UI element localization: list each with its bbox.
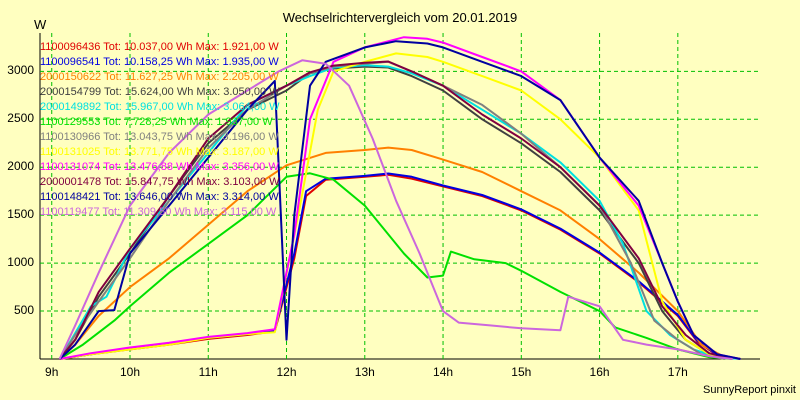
y-axis-unit: W [34, 17, 47, 32]
legend-entry: 1100131025 Tot: 13.771,75 Wh Max: 3.187,… [40, 146, 279, 158]
legend-entry: 1100096436 Tot: 10.037,00 Wh Max: 1.921,… [40, 41, 279, 53]
legend-entry: 1100096541 Tot: 10.158,25 Wh Max: 1.935,… [40, 56, 279, 68]
legend-entry: 1100131074 Tot: 13.476,88 Wh Max: 3.356,… [40, 161, 279, 173]
legend-entry: 1100119477 Tot: 11.309,50 Wh Max: 3.115,… [40, 206, 277, 218]
x-tick-label: 13h [354, 365, 375, 379]
x-tick-label: 15h [511, 365, 532, 379]
legend-entry: 2000154799 Tot: 15.624,00 Wh Max: 3.050,… [40, 86, 280, 98]
legend-entry: 2000001478 Tot: 15.847,75 Wh Max: 3.103,… [40, 176, 280, 188]
x-tick-label: 10h [119, 365, 141, 379]
x-tick-label: 17h [667, 365, 688, 379]
credit-text: SunnyReport pinxit [703, 384, 796, 396]
legend-entry: 2000150622 Tot: 11.627,25 Wh Max: 2.205,… [40, 71, 279, 83]
legend-entry: 2000149892 Tot: 15.967,00 Wh Max: 3.064,… [40, 101, 280, 113]
x-tick-label: 9h [45, 365, 59, 379]
x-tick-label: 11h [198, 365, 218, 379]
legend-entry: 1100129553 Tot: 7.728,25 Wh Max: 1.937,0… [40, 116, 273, 128]
series-line [59, 52, 733, 360]
y-tick-label: 2500 [7, 111, 34, 126]
legend-entry: 1100148421 Tot: 13.646,00 Wh Max: 3.314,… [40, 191, 279, 203]
y-tick-label: 1000 [7, 255, 34, 270]
legend-entry: 1100130966 Tot: 13.043,75 Wh Max: 3.196,… [40, 131, 279, 143]
y-tick-label: 1500 [7, 207, 34, 222]
y-tick-label: 500 [13, 303, 34, 318]
y-tick-label: 3000 [7, 63, 34, 78]
series-line [58, 59, 733, 360]
series-line [58, 40, 741, 360]
x-tick-label: 12h [276, 365, 297, 379]
chart-title: Wechselrichtervergleich vom 20.01.2019 [282, 10, 518, 25]
series-line [58, 146, 741, 360]
series-line [58, 60, 733, 360]
x-tick-label: 16h [589, 365, 610, 379]
y-tick-label: 2000 [7, 159, 34, 174]
x-tick-label: 14h [433, 365, 454, 379]
